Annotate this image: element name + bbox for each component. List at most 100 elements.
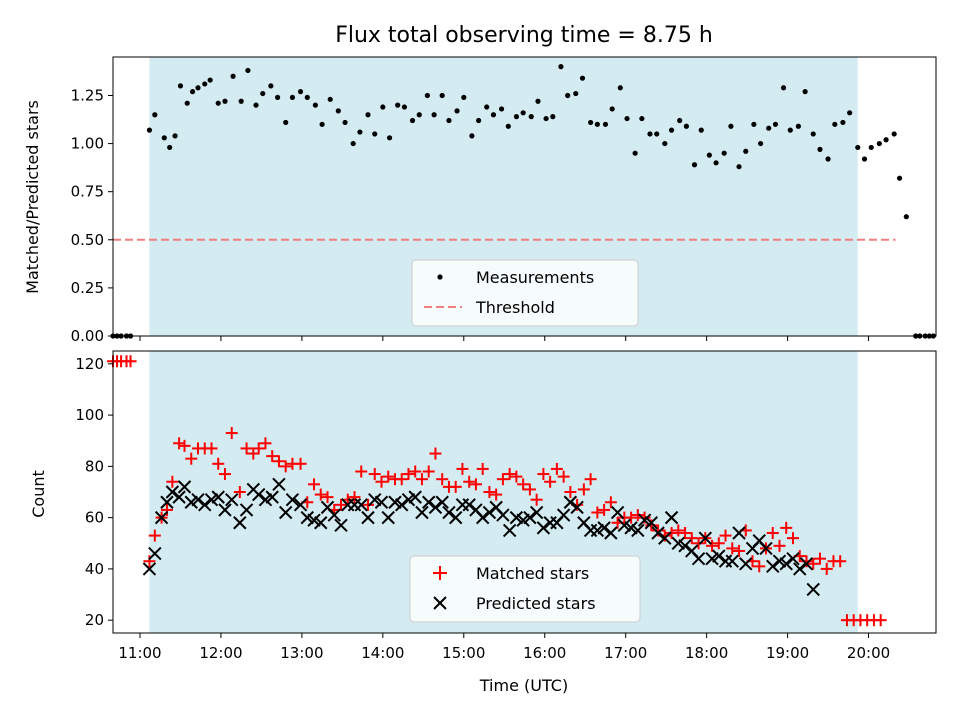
measurement-point xyxy=(573,90,579,97)
measurement-point xyxy=(896,175,903,181)
measurement-point xyxy=(891,131,897,137)
measurement-point xyxy=(297,89,304,95)
predicted-star-point xyxy=(327,508,341,522)
measurement-point xyxy=(395,102,401,108)
measurement-point xyxy=(654,131,660,137)
matched-star-point xyxy=(645,519,658,532)
measurement-point xyxy=(766,125,772,131)
matched-star-point xyxy=(510,470,523,483)
measurement-point xyxy=(498,106,505,112)
predicted-star-point xyxy=(496,508,510,522)
predicted-star-point xyxy=(570,500,584,515)
matched-star-point xyxy=(706,539,719,552)
matched-star-point xyxy=(523,483,536,496)
matched-star-point xyxy=(685,532,698,545)
y-tick-label: 0.25 xyxy=(71,279,104,297)
predicted-star-point xyxy=(293,498,308,512)
predicted-star-point xyxy=(793,562,807,576)
y-tick-label: 1.00 xyxy=(71,135,104,153)
matched-star-point xyxy=(252,442,265,455)
matched-star-point xyxy=(143,555,156,568)
y-tick-label: 80 xyxy=(85,457,104,475)
measurement-point xyxy=(772,121,779,127)
predicted-star-point xyxy=(428,500,443,515)
matched-star-point xyxy=(591,506,604,519)
matched-star-point xyxy=(753,560,766,573)
measurement-point xyxy=(335,108,341,114)
predicted-star-point xyxy=(739,557,753,571)
matched-star-point xyxy=(483,486,496,498)
matched-star-point xyxy=(800,555,813,568)
measurement-point xyxy=(706,152,712,158)
matched-star-point xyxy=(557,470,570,483)
matched-star-point xyxy=(874,614,887,627)
chart-title: Flux total observing time = 8.75 h xyxy=(335,23,713,48)
predicted-star-point xyxy=(766,559,780,574)
matched-star-point xyxy=(820,562,833,575)
matched-star-point xyxy=(124,355,137,368)
measurement-point xyxy=(184,100,190,106)
measurement-point xyxy=(588,119,594,126)
predicted-star-point xyxy=(172,490,186,504)
measurement-point xyxy=(662,140,668,147)
predicted-star-point xyxy=(354,498,368,512)
matched-star-point xyxy=(564,486,577,498)
measurement-point xyxy=(365,112,371,118)
matched-star-point xyxy=(544,475,557,488)
measurement-point xyxy=(190,89,196,95)
predicted-star-point xyxy=(779,557,793,571)
x-tick-label: 20:00 xyxy=(847,644,890,662)
x-tick-label: 13:00 xyxy=(280,644,323,662)
measurement-point xyxy=(416,112,422,118)
measurement-point xyxy=(868,144,874,151)
predicted-star-point xyxy=(610,505,625,520)
matched-star-point xyxy=(160,503,173,516)
predicted-star-point xyxy=(604,526,618,540)
matched-star-point xyxy=(813,552,826,565)
x-tick-label: 15:00 xyxy=(442,644,485,662)
bottom-legend: Matched stars Predicted stars xyxy=(409,555,641,623)
matched-star-point xyxy=(436,473,449,486)
matched-star-point xyxy=(584,473,597,486)
matched-star-point xyxy=(240,442,253,455)
top-legend: Measurements Threshold xyxy=(411,259,639,327)
predicted-star-point xyxy=(142,562,157,576)
matched-star-point xyxy=(335,498,348,511)
predicted-star-point xyxy=(272,477,286,492)
predicted-star-point xyxy=(148,546,162,561)
predicted-star-point xyxy=(529,505,544,520)
matched-star-point xyxy=(279,460,292,473)
measurement-point xyxy=(505,123,511,129)
matched-star-point xyxy=(773,539,786,552)
bottom-panel: 20 40 60 80 100 120 11:00 12:00 13:00 14:00 15:00… xyxy=(29,350,937,695)
measurement-point xyxy=(401,104,408,110)
measurement-point xyxy=(668,127,675,133)
measurement-point xyxy=(861,156,868,162)
legend-label-threshold: Threshold xyxy=(475,298,555,317)
measurement-point xyxy=(230,73,236,79)
y-tick-label: 0.75 xyxy=(71,183,104,201)
measurement-point xyxy=(736,164,742,170)
measurement-point xyxy=(513,114,520,120)
measurement-point xyxy=(431,112,437,118)
measurement-point xyxy=(728,123,734,129)
predicted-star-point xyxy=(252,487,266,502)
predicted-star-point xyxy=(154,510,169,525)
matched-star-point xyxy=(205,442,218,455)
matched-star-point xyxy=(786,532,799,545)
measurement-point xyxy=(847,110,853,116)
predicted-star-point xyxy=(556,508,571,522)
legend-marker-matched-stars xyxy=(433,566,447,580)
predicted-star-point xyxy=(218,503,232,517)
matched-star-point xyxy=(148,529,161,542)
measurement-point xyxy=(787,127,793,133)
measurement-point xyxy=(490,112,497,118)
measurement-point xyxy=(632,150,638,156)
measurement-point xyxy=(461,94,467,101)
measurement-point xyxy=(327,96,333,102)
y-tick-label: 40 xyxy=(85,560,104,578)
measurement-point xyxy=(253,102,259,108)
top-panel: Flux total observing time = 8.75 h 0.00 0… xyxy=(23,23,937,345)
matched-star-point xyxy=(726,542,739,555)
predicted-star-point xyxy=(563,495,578,509)
